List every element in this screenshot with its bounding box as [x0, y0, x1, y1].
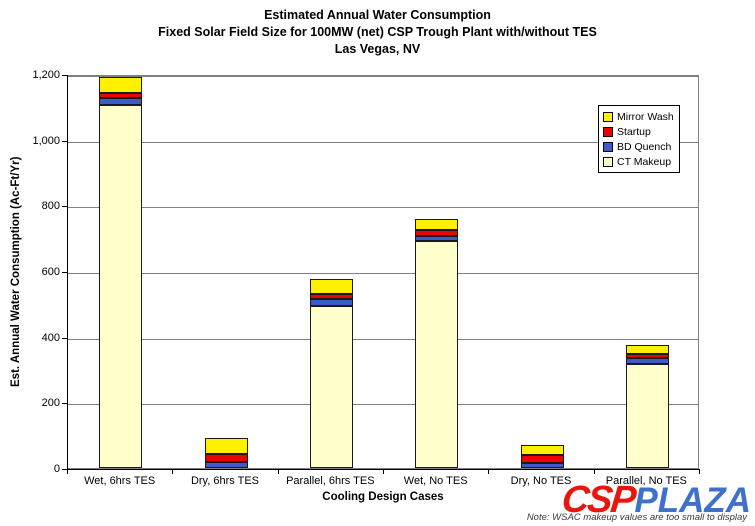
bar-1-segment-mirror-wash — [99, 77, 143, 93]
y-tick-label-800: 800 — [41, 200, 60, 213]
gridline-200 — [68, 404, 698, 406]
x-category-label-5: Dry, No TES — [510, 475, 572, 487]
y-tick-400 — [62, 337, 67, 339]
plot-area — [67, 75, 699, 469]
chart-title-block: Estimated Annual Water Consumption Fixed… — [0, 7, 755, 58]
y-tick-label-1200: 1,200 — [32, 69, 60, 81]
bar-1-segment-ct-makeup — [99, 105, 143, 468]
legend-item-mirror-wash: Mirror Wash — [603, 109, 679, 124]
bar-4-segment-startup — [415, 229, 459, 236]
y-tick-1200 — [62, 75, 67, 76]
x-tick-1 — [172, 469, 174, 474]
y-tick-200 — [62, 403, 67, 405]
bar-3-segment-startup — [309, 294, 353, 300]
bar-1-segment-bd-quench — [99, 97, 143, 106]
chart-title-line-3: Las Vegas, NV — [334, 42, 421, 56]
bar-5-segment-startup — [520, 455, 564, 464]
legend-item-startup: Startup — [603, 124, 679, 139]
legend-item-bd-quench: BD Quench — [603, 139, 679, 154]
x-category-label-3: Parallel, 6hrs TES — [286, 475, 375, 487]
watermark-plaza-text: PLAZA — [634, 481, 751, 520]
y-tick-label-200: 200 — [41, 397, 60, 410]
gridline-1200 — [68, 76, 698, 77]
x-category-label-2: Dry, 6hrs TES — [190, 475, 260, 487]
chart-title-line-1: Estimated Annual Water Consumption — [264, 8, 491, 22]
bar-1-segment-startup — [99, 92, 143, 98]
x-category-label-1: Wet, 6hrs TES — [84, 475, 156, 487]
y-tick-0 — [62, 469, 67, 470]
legend: Mirror Wash Startup BD Quench CT Makeup — [598, 105, 680, 173]
bar-6-segment-startup — [625, 354, 669, 359]
bar-2-segment-bd-quench — [204, 462, 248, 468]
legend-label-ct-makeup: CT Makeup — [617, 155, 672, 168]
gridline-600 — [68, 273, 698, 274]
gridline-1000 — [68, 141, 698, 143]
y-tick-1000 — [62, 140, 67, 142]
legend-swatch-bd-quench — [603, 141, 613, 152]
footnote: Note: WSAC makeup values are too small t… — [526, 512, 747, 523]
bar-3-segment-bd-quench — [309, 299, 353, 306]
gridline-400 — [68, 338, 698, 340]
y-tick-label-600: 600 — [41, 266, 60, 278]
x-axis-title: Cooling Design Cases — [322, 491, 444, 503]
y-tick-label-1000: 1,000 — [32, 134, 60, 147]
legend-label-bd-quench: BD Quench — [617, 140, 672, 153]
x-tick-3 — [383, 469, 384, 474]
legend-item-ct-makeup: CT Makeup — [603, 154, 679, 169]
y-tick-label-400: 400 — [41, 331, 60, 344]
x-tick-4 — [488, 469, 490, 474]
legend-swatch-startup — [603, 126, 613, 137]
cspplaza-watermark-logo: CSP PLAZA — [560, 479, 751, 521]
legend-swatch-ct-makeup — [603, 156, 613, 167]
bar-5-segment-mirror-wash — [520, 445, 564, 456]
bar-2-segment-startup — [204, 453, 248, 463]
chart-title-line-2: Fixed Solar Field Size for 100MW (net) C… — [158, 25, 597, 39]
x-category-label-4: Wet, No TES — [403, 475, 468, 487]
x-category-label-6: Parallel, No TES — [605, 475, 687, 487]
y-tick-600 — [62, 272, 67, 273]
y-axis-line — [67, 75, 68, 470]
bar-3-segment-mirror-wash — [309, 279, 353, 295]
x-tick-5 — [593, 469, 595, 474]
bar-4-segment-mirror-wash — [415, 219, 459, 230]
x-tick-2 — [277, 469, 279, 474]
bar-4-segment-bd-quench — [415, 235, 459, 241]
y-tick-800 — [62, 206, 67, 208]
bar-2-segment-mirror-wash — [204, 438, 248, 454]
legend-label-startup: Startup — [617, 125, 651, 138]
bar-3-segment-ct-makeup — [309, 305, 353, 468]
x-tick-6 — [699, 469, 700, 474]
legend-label-mirror-wash: Mirror Wash — [617, 110, 674, 123]
gridline-800 — [68, 207, 698, 209]
bar-5-segment-bd-quench — [520, 463, 564, 468]
bar-6-segment-mirror-wash — [625, 344, 669, 355]
x-tick-0 — [67, 469, 68, 474]
bar-6-segment-bd-quench — [625, 358, 669, 364]
y-tick-label-0: 0 — [53, 463, 60, 475]
bar-4-segment-ct-makeup — [415, 240, 459, 468]
bar-6-segment-ct-makeup — [625, 363, 669, 468]
legend-swatch-mirror-wash — [603, 111, 613, 122]
